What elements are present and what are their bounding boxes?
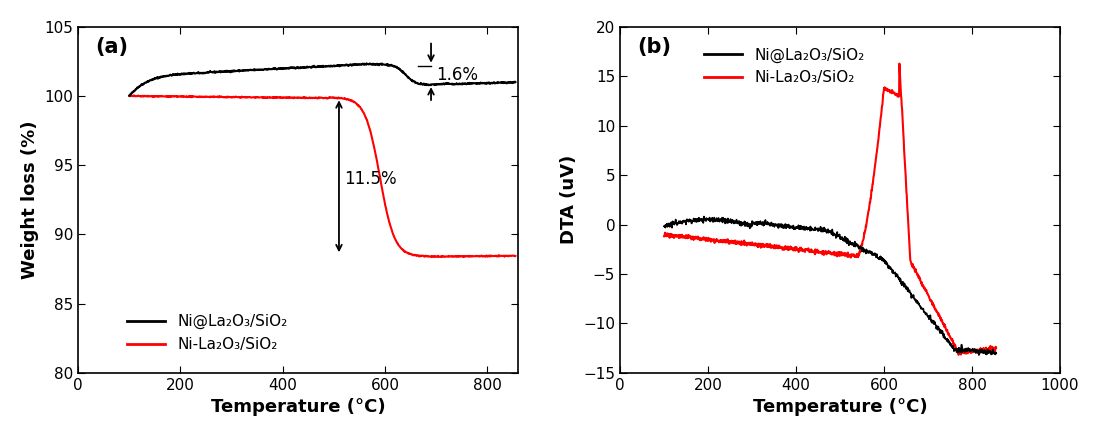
Y-axis label: Weight loss (%): Weight loss (%) xyxy=(21,121,38,279)
Text: (a): (a) xyxy=(96,37,129,57)
Legend: Ni@La₂O₃/SiO₂, Ni-La₂O₃/SiO₂: Ni@La₂O₃/SiO₂, Ni-La₂O₃/SiO₂ xyxy=(121,308,294,358)
Legend: Ni@La₂O₃/SiO₂, Ni-La₂O₃/SiO₂: Ni@La₂O₃/SiO₂, Ni-La₂O₃/SiO₂ xyxy=(698,42,871,91)
Y-axis label: DTA (uV): DTA (uV) xyxy=(560,155,578,244)
X-axis label: Temperature (°C): Temperature (°C) xyxy=(752,398,927,416)
Text: 1.6%: 1.6% xyxy=(436,66,478,84)
Text: 11.5%: 11.5% xyxy=(344,170,397,188)
X-axis label: Temperature (°C): Temperature (°C) xyxy=(211,398,385,416)
Text: (b): (b) xyxy=(638,37,672,57)
